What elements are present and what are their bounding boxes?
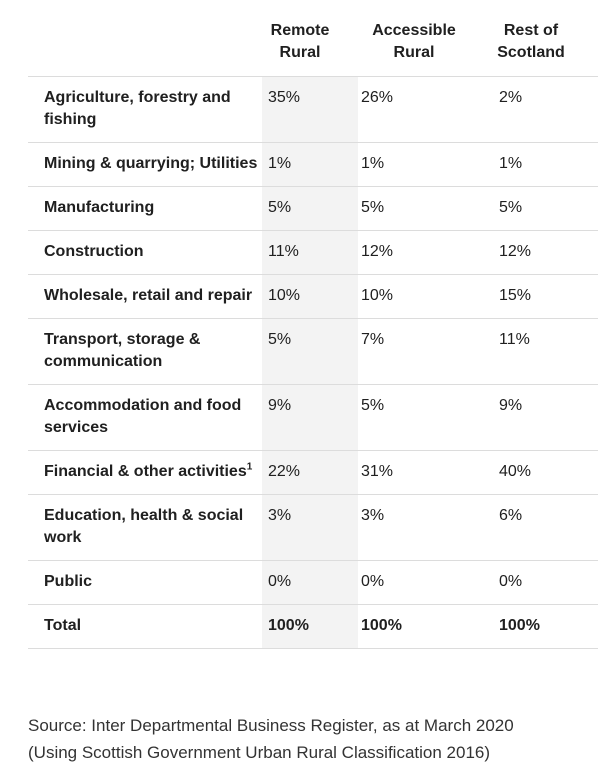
header-blank (28, 18, 262, 77)
cell-rest: 0% (476, 560, 598, 605)
table-row: Mining & quarrying; Utilities 1% 1% 1% (28, 142, 598, 187)
row-label: Agriculture, forestry and fishing (28, 76, 262, 143)
cell-rest: 2% (476, 76, 598, 143)
source-line-2: (Using Scottish Government Urban Rural C… (28, 743, 491, 762)
table-row: Education, health & social work 3% 3% 6% (28, 494, 598, 561)
row-label: Public (28, 560, 262, 605)
cell-accessible: 10% (358, 274, 476, 319)
cell-rest: 1% (476, 142, 598, 187)
cell-remote: 11% (262, 230, 358, 275)
cell-accessible: 1% (358, 142, 476, 187)
row-label-text: Financial & other activities (44, 463, 247, 480)
cell-remote: 10% (262, 274, 358, 319)
cell-accessible: 5% (358, 384, 476, 451)
table-row: Financial & other activities1 22% 31% 40… (28, 450, 598, 495)
cell-remote: 9% (262, 384, 358, 451)
industry-share-table: Remote Rural Accessible Rural Rest of Sc… (28, 18, 598, 649)
table-header-row: Remote Rural Accessible Rural Rest of Sc… (28, 18, 598, 77)
header-accessible-rural: Accessible Rural (358, 18, 476, 77)
header-remote-rural: Remote Rural (262, 18, 358, 77)
cell-accessible: 3% (358, 494, 476, 561)
header-remote-line1: Remote (270, 22, 330, 39)
cell-remote: 35% (262, 76, 358, 143)
row-label: Wholesale, retail and repair (28, 274, 262, 319)
cell-rest: 5% (476, 186, 598, 231)
source-note: Source: Inter Departmental Business Regi… (28, 712, 588, 766)
cell-rest: 6% (476, 494, 598, 561)
header-accessible-line2: Rural (393, 44, 435, 61)
cell-rest: 11% (476, 318, 598, 385)
table-row: Construction 11% 12% 12% (28, 230, 598, 275)
cell-rest: 15% (476, 274, 598, 319)
table-row: Transport, storage & communication 5% 7%… (28, 318, 598, 385)
row-label: Education, health & social work (28, 494, 262, 561)
header-rest-of-scotland: Rest of Scotland (476, 18, 598, 77)
cell-accessible: 12% (358, 230, 476, 275)
cell-accessible: 31% (358, 450, 476, 495)
row-label: Construction (28, 230, 262, 275)
header-rest-line2: Scotland (497, 44, 565, 61)
row-label-total: Total (28, 604, 262, 649)
table-total-row: Total 100% 100% 100% (28, 604, 598, 649)
header-remote-line2: Rural (279, 44, 321, 61)
industry-share-table-container: Remote Rural Accessible Rural Rest of Sc… (28, 18, 598, 649)
cell-rest-total: 100% (476, 604, 598, 649)
cell-remote: 1% (262, 142, 358, 187)
cell-accessible: 26% (358, 76, 476, 143)
cell-rest: 12% (476, 230, 598, 275)
header-rest-line1: Rest of (503, 22, 559, 39)
row-label: Mining & quarrying; Utilities (28, 142, 262, 187)
cell-remote: 5% (262, 318, 358, 385)
table-row: Wholesale, retail and repair 10% 10% 15% (28, 274, 598, 319)
table-row: Public 0% 0% 0% (28, 560, 598, 605)
cell-accessible: 5% (358, 186, 476, 231)
cell-accessible: 0% (358, 560, 476, 605)
cell-rest: 9% (476, 384, 598, 451)
cell-accessible: 7% (358, 318, 476, 385)
table-row: Accommodation and food services 9% 5% 9% (28, 384, 598, 451)
row-label: Transport, storage & communication (28, 318, 262, 385)
cell-remote-total: 100% (262, 604, 358, 649)
row-label: Accommodation and food services (28, 384, 262, 451)
cell-remote: 3% (262, 494, 358, 561)
footnote-marker: 1 (246, 461, 253, 473)
cell-remote: 22% (262, 450, 358, 495)
table-row: Agriculture, forestry and fishing 35% 26… (28, 76, 598, 143)
table-row: Manufacturing 5% 5% 5% (28, 186, 598, 231)
row-label: Manufacturing (28, 186, 262, 231)
cell-accessible-total: 100% (358, 604, 476, 649)
cell-rest: 40% (476, 450, 598, 495)
header-accessible-line1: Accessible (372, 22, 456, 39)
row-label-with-footnote: Financial & other activities1 (28, 450, 262, 495)
cell-remote: 5% (262, 186, 358, 231)
source-line-1: Source: Inter Departmental Business Regi… (28, 716, 514, 735)
cell-remote: 0% (262, 560, 358, 605)
